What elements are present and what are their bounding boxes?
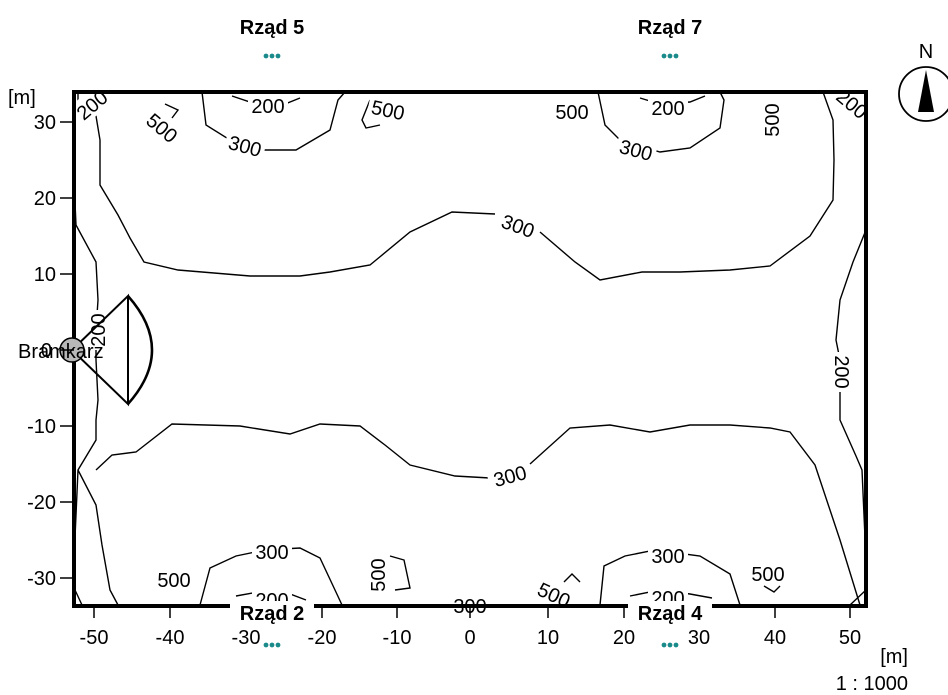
contour-300-mid-bot — [95, 423, 491, 479]
x-tick-label: 10 — [537, 627, 559, 649]
row-label-bottom-left: Rząd 2 — [240, 603, 304, 625]
y-tick-label: 10 — [34, 264, 56, 286]
y-tick-label: -30 — [27, 568, 56, 590]
north-arrow-icon — [918, 70, 934, 112]
contour-500-tc1 — [361, 99, 381, 129]
y-unit-label: [m] — [8, 87, 36, 109]
x-tick-label: 40 — [764, 627, 786, 649]
contour-label: 300 — [485, 457, 535, 493]
contour-300-mid-top — [539, 91, 835, 281]
contour-label: 500 — [139, 105, 186, 150]
contour-500-tl — [91, 91, 496, 277]
contour-300-tc2 — [597, 91, 725, 153]
contour-label: 500 — [531, 574, 578, 614]
row-label-bottom-right-group: Rząd 4 — [628, 601, 712, 625]
contour-lines — [73, 91, 867, 606]
svg-text:200: 200 — [651, 98, 684, 120]
x-tick-label: -20 — [308, 627, 337, 649]
x-unit-label: [m] — [880, 646, 908, 668]
contour-label: 300 — [222, 128, 268, 162]
luminaire-marker — [263, 53, 281, 59]
contour-label: 500 — [759, 100, 784, 140]
contour-label: 300 — [252, 539, 292, 564]
y-axis: [m] 30 20 10 0 -10 -20 -30 — [8, 87, 74, 590]
svg-text:500: 500 — [762, 103, 784, 136]
row-label-top-right: Rząd 7 — [638, 17, 702, 39]
north-compass: N — [898, 41, 948, 122]
contour-300-mid-bot-r — [529, 424, 861, 606]
contour-label: 300 — [648, 543, 688, 568]
svg-text:300: 300 — [255, 542, 288, 564]
contour-300-tc1 — [201, 91, 346, 151]
row-label-bottom-right: Rząd 4 — [638, 603, 703, 625]
contour-label: 500 — [746, 561, 790, 586]
field-boundary — [72, 90, 868, 608]
x-tick-label: 0 — [464, 627, 475, 649]
north-label: N — [919, 41, 933, 63]
svg-text:300: 300 — [651, 546, 684, 568]
contour-500-br-small — [763, 585, 781, 593]
contour-label: 300 — [613, 132, 659, 166]
x-tick-label: -50 — [80, 627, 109, 649]
contour-labels: 200 500 200 300 500 500 200 300 — [68, 81, 876, 618]
svg-text:500: 500 — [751, 564, 784, 586]
svg-text:300: 300 — [498, 211, 537, 243]
x-tick-label: -40 — [156, 627, 185, 649]
row-label-bottom-left-group: Rząd 2 — [230, 601, 314, 625]
luminaire-marker — [661, 53, 679, 59]
svg-text:200: 200 — [88, 313, 110, 346]
luminaire-marker — [661, 642, 679, 648]
svg-text:500: 500 — [157, 570, 190, 592]
luminaire-rows: Rząd 5 Rząd 7 Rząd 2 Rząd 4 — [230, 17, 712, 648]
goal-symbol: Bramkarz — [18, 293, 154, 407]
contour-label: 200 — [829, 81, 876, 126]
contour-label: 300 — [493, 206, 544, 244]
x-tick-label: -10 — [383, 627, 412, 649]
x-axis: -50 -40 -30 -20 -10 0 10 20 30 40 50 [m]… — [80, 606, 908, 695]
x-tick-label: 50 — [839, 627, 861, 649]
svg-text:200: 200 — [251, 96, 284, 118]
gate-label: Bramkarz — [18, 341, 104, 363]
contour-500-bc1 — [389, 555, 411, 591]
contour-label: 500 — [550, 99, 594, 124]
scale-label: 1 : 1000 — [836, 673, 908, 695]
x-tick-label: 20 — [613, 627, 635, 649]
contour-500-tl-small — [164, 103, 180, 119]
y-tick-label: 20 — [34, 188, 56, 210]
contour-500-bc2 — [563, 573, 581, 583]
contour-label: 500 — [366, 555, 390, 595]
contour-200-right — [835, 91, 867, 606]
contour-label: 500 — [152, 567, 196, 592]
y-tick-label: 30 — [34, 112, 56, 134]
svg-text:200: 200 — [830, 355, 852, 388]
contour-500-bl — [77, 469, 119, 606]
row-label-top-left: Rząd 5 — [240, 17, 304, 39]
x-tick-label: -30 — [232, 627, 261, 649]
y-tick-label: 0 — [41, 340, 52, 362]
y-tick-label: -20 — [27, 492, 56, 514]
contour-label: 200 — [830, 352, 854, 392]
luminaire-marker — [263, 642, 281, 648]
svg-text:500: 500 — [368, 558, 390, 591]
contour-label: 500 — [366, 93, 411, 125]
contour-label: 200 — [648, 95, 688, 120]
svg-text:500: 500 — [555, 102, 588, 124]
y-tick-label: -10 — [27, 416, 56, 438]
x-tick-label: 30 — [688, 627, 710, 649]
contour-label: 200 — [248, 93, 288, 118]
